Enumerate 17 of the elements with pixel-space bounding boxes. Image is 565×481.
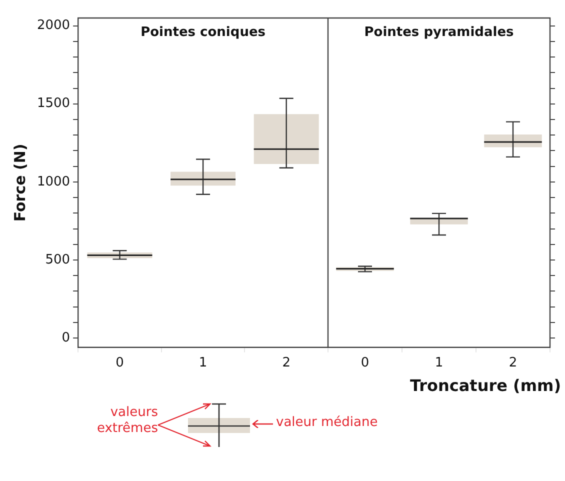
y-axis-title: Force (N) bbox=[10, 144, 29, 222]
text: Pointes pyramidales bbox=[364, 24, 514, 40]
y-tick-label: 0 bbox=[62, 330, 70, 346]
text: Pointes coniques bbox=[140, 24, 266, 40]
y-tick-label: 500 bbox=[45, 252, 70, 268]
x-tick-label: 0 bbox=[116, 356, 124, 371]
x-tick-label: 1 bbox=[198, 356, 208, 371]
x-tick-label: 1 bbox=[434, 356, 444, 371]
x-tick-label: 2 bbox=[508, 356, 518, 371]
y-tick-label: 1000 bbox=[36, 174, 70, 190]
x-axis-title: Troncature (mm) bbox=[410, 376, 561, 395]
text: valeurs extrêmes bbox=[96, 405, 158, 437]
y-tick-label: 2000 bbox=[36, 18, 70, 34]
y-tick-label: 1500 bbox=[36, 96, 70, 112]
text: valeur médiane bbox=[276, 415, 378, 430]
x-tick-label: 2 bbox=[282, 356, 290, 371]
x-tick-label: 0 bbox=[360, 356, 370, 371]
